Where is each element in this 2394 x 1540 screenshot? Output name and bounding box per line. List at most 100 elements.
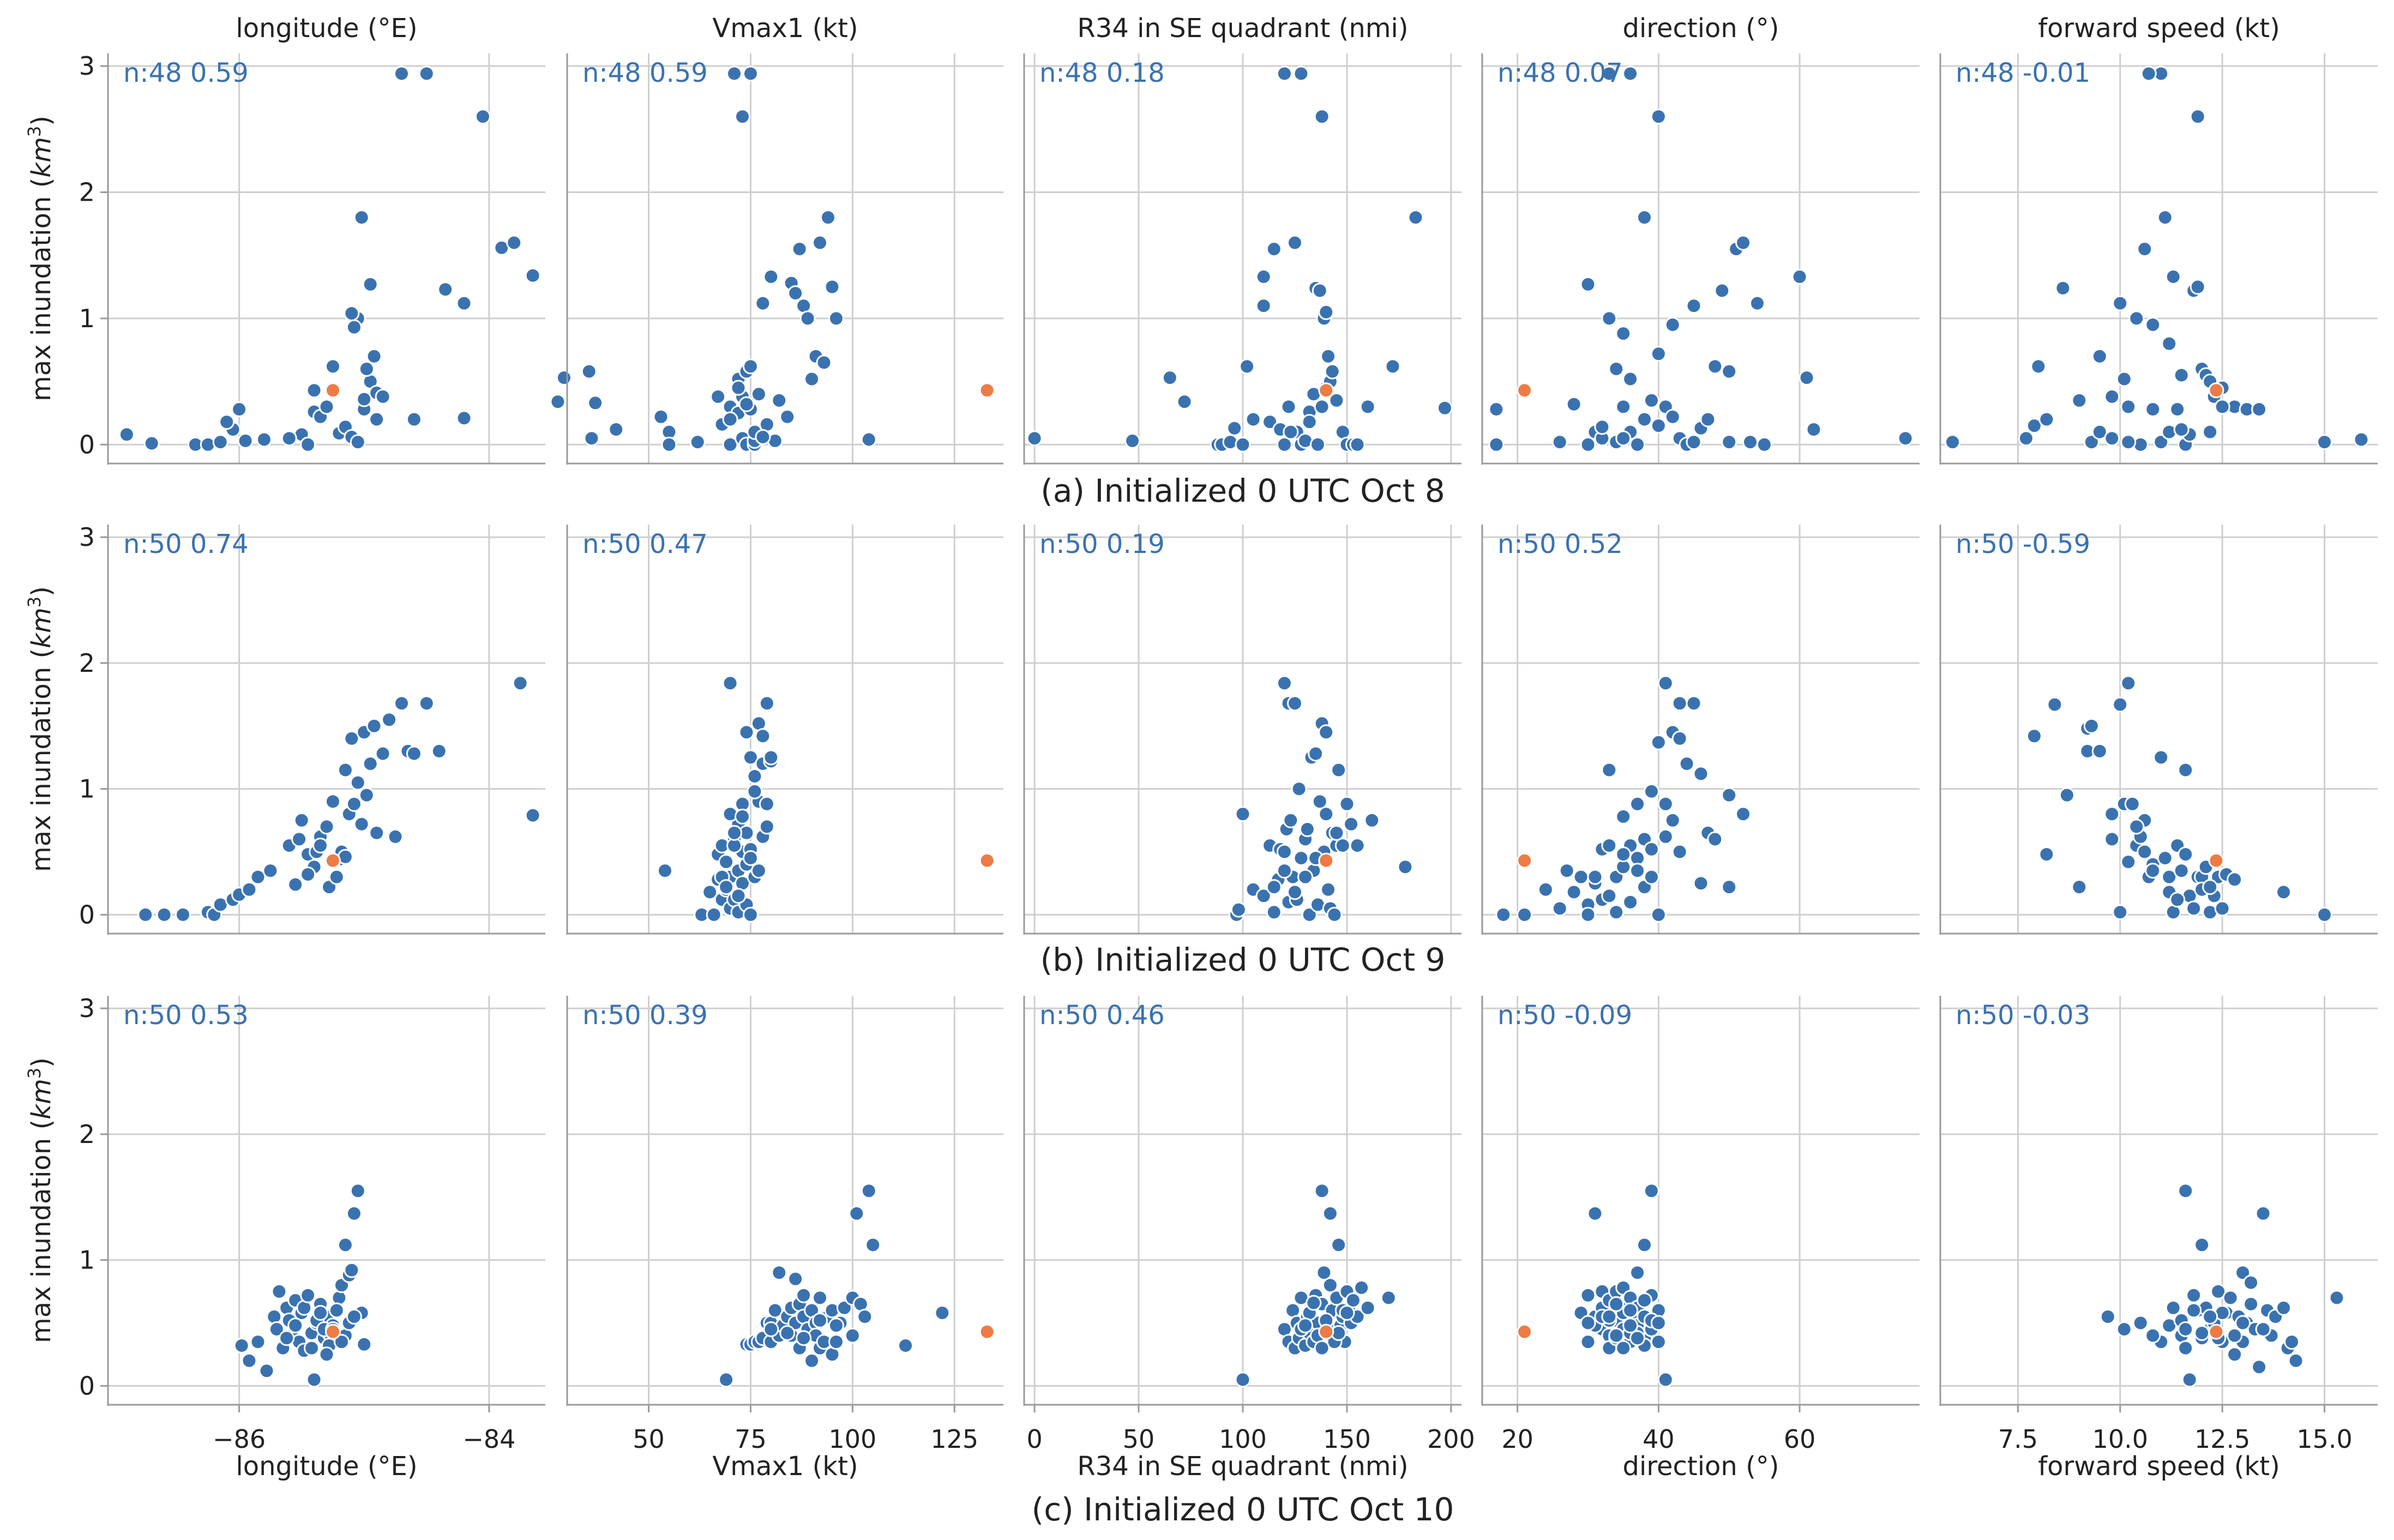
ensemble-point xyxy=(1686,434,1702,450)
ensemble-point xyxy=(2030,358,2047,375)
ensemble-point xyxy=(718,879,735,895)
ensemble-point xyxy=(474,109,491,125)
observed-point xyxy=(1318,382,1334,399)
ensemble-point xyxy=(1266,879,1282,895)
panel-r0-c3: direction (°) n:48 0.07 xyxy=(1481,13,1920,465)
ensemble-point xyxy=(2178,1183,2194,1199)
ensemble-point xyxy=(2276,1300,2292,1316)
ensemble-point xyxy=(730,888,747,904)
y-tick-label: 2 xyxy=(79,1120,95,1149)
ensemble-point xyxy=(356,391,372,407)
ensemble-point xyxy=(328,869,345,885)
ensemble-point xyxy=(1286,234,1303,251)
ensemble-point xyxy=(779,1325,796,1341)
ensemble-point xyxy=(2018,430,2034,447)
y-tick-label: 3 xyxy=(79,994,95,1023)
ensemble-point xyxy=(771,1265,787,1281)
ensemble-point xyxy=(2112,295,2128,311)
ensemble-point xyxy=(2140,65,2157,82)
ensemble-point xyxy=(2186,900,2202,917)
observed-point xyxy=(1517,852,1533,869)
ensemble-point xyxy=(738,724,755,741)
y-tick-label: 0 xyxy=(79,430,95,459)
ensemble-point xyxy=(1226,420,1243,436)
panel-annotation: n:48 -0.01 xyxy=(1956,58,2090,88)
ensemble-point xyxy=(1222,434,1238,450)
ensemble-point xyxy=(1349,837,1366,853)
ensemble-point xyxy=(333,1334,350,1350)
ensemble-point xyxy=(1306,1295,1322,1311)
ensemble-point xyxy=(1488,436,1505,453)
ensemble-point xyxy=(2116,1321,2132,1338)
ensemble-point xyxy=(550,394,566,410)
ensemble-point xyxy=(1162,370,1178,386)
observed-point xyxy=(324,382,341,399)
ensemble-point xyxy=(406,411,422,428)
ensemble-point xyxy=(1601,1308,1617,1325)
ensemble-point xyxy=(1343,816,1360,832)
ensemble-point xyxy=(1622,371,1639,387)
ensemble-point xyxy=(1587,1205,1603,1222)
panel-r0-c4: forward speed (kt) n:48 -0.01 xyxy=(1939,13,2378,465)
ensemble-point xyxy=(1276,65,1292,82)
ensemble-point xyxy=(587,395,604,411)
ensemble-point xyxy=(742,749,759,766)
ensemble-point xyxy=(1255,298,1272,314)
ensemble-point xyxy=(816,354,832,371)
row-caption: (b) Initialized 0 UTC Oct 9 xyxy=(1040,941,1446,978)
ensemble-point xyxy=(231,401,248,418)
ensemble-point xyxy=(1637,209,1653,226)
ensemble-point xyxy=(742,65,759,82)
ensemble-point xyxy=(512,675,528,691)
panel-annotation: n:48 0.59 xyxy=(582,58,708,88)
ensemble-point xyxy=(779,408,796,425)
ensemble-point xyxy=(2194,1325,2210,1341)
ensemble-point xyxy=(2194,1237,2210,1253)
ensemble-point xyxy=(2120,853,2137,870)
ensemble-point xyxy=(1326,906,1343,923)
ensemble-point xyxy=(799,310,816,327)
ensemble-point xyxy=(2173,863,2190,879)
ensemble-point xyxy=(258,1363,275,1379)
ensemble-point xyxy=(763,749,779,766)
x-tick-label: 12.5 xyxy=(2194,1424,2250,1454)
ensemble-point xyxy=(212,434,228,450)
panel-annotation: n:50 -0.59 xyxy=(1956,529,2090,560)
ensemble-point xyxy=(287,876,304,893)
ensemble-point xyxy=(1657,796,1674,812)
ensemble-point xyxy=(1686,298,1702,314)
x-tick-label: −84 xyxy=(462,1424,515,1454)
ensemble-point xyxy=(1601,310,1617,327)
ensemble-point xyxy=(337,762,353,778)
ensemble-point xyxy=(293,812,310,828)
ensemble-point xyxy=(1297,869,1314,885)
ensemble-point xyxy=(2178,846,2194,863)
ensemble-point xyxy=(1320,881,1337,898)
ensemble-point xyxy=(456,410,472,426)
x-tick-label: −86 xyxy=(213,1424,266,1454)
ensemble-point xyxy=(738,396,755,412)
ensemble-point xyxy=(747,768,763,785)
panel-r1-c1: n:50 0.47 xyxy=(566,525,1003,935)
panel-annotation: n:50 -0.03 xyxy=(1956,1000,2090,1031)
x-tick-label: 0 xyxy=(1026,1424,1042,1454)
ensemble-point xyxy=(1594,419,1610,435)
ensemble-point xyxy=(584,430,600,447)
ensemble-point xyxy=(730,380,747,396)
observed-point xyxy=(1517,382,1533,399)
ensemble-point xyxy=(661,436,677,453)
observed-point xyxy=(2208,382,2224,399)
ensemble-point xyxy=(1301,906,1318,923)
ensemble-point xyxy=(824,279,840,295)
y-tick-label: 1 xyxy=(79,304,95,333)
y-tick-label: 0 xyxy=(79,1371,95,1400)
ensemble-point xyxy=(1650,418,1667,434)
panel-annotation: n:50 0.47 xyxy=(582,529,708,560)
ensemble-point xyxy=(2181,1371,2198,1388)
ensemble-point xyxy=(344,305,360,322)
ensemble-point xyxy=(350,434,366,450)
ensemble-point xyxy=(689,434,706,450)
ensemble-point xyxy=(271,1283,287,1300)
ensemble-point xyxy=(1664,316,1681,333)
ensemble-point xyxy=(1360,1300,1376,1316)
